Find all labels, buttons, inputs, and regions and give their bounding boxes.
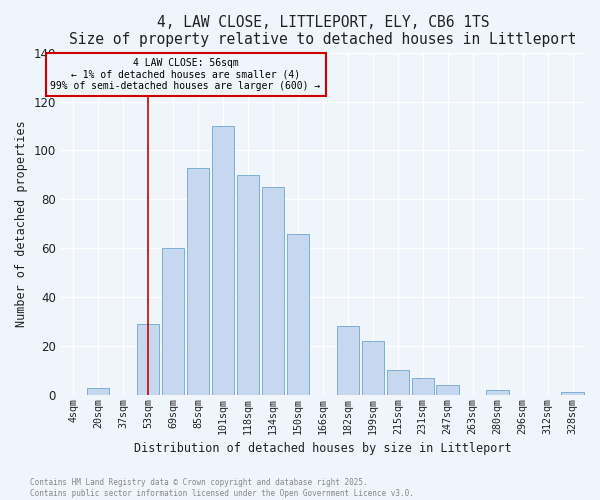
- Bar: [386, 370, 409, 395]
- X-axis label: Distribution of detached houses by size in Littleport: Distribution of detached houses by size …: [134, 442, 512, 455]
- Text: 4 LAW CLOSE: 56sqm
← 1% of detached houses are smaller (4)
99% of semi-detached : 4 LAW CLOSE: 56sqm ← 1% of detached hous…: [50, 58, 321, 91]
- Bar: [237, 175, 259, 395]
- Bar: [212, 126, 234, 395]
- Bar: [137, 324, 160, 395]
- Bar: [287, 234, 309, 395]
- Bar: [87, 388, 109, 395]
- Bar: [162, 248, 184, 395]
- Bar: [362, 341, 384, 395]
- Bar: [337, 326, 359, 395]
- Bar: [436, 385, 459, 395]
- Y-axis label: Number of detached properties: Number of detached properties: [15, 120, 28, 327]
- Bar: [487, 390, 509, 395]
- Title: 4, LAW CLOSE, LITTLEPORT, ELY, CB6 1TS
Size of property relative to detached hou: 4, LAW CLOSE, LITTLEPORT, ELY, CB6 1TS S…: [69, 15, 577, 48]
- Text: Contains HM Land Registry data © Crown copyright and database right 2025.
Contai: Contains HM Land Registry data © Crown c…: [30, 478, 414, 498]
- Bar: [187, 168, 209, 395]
- Bar: [561, 392, 584, 395]
- Bar: [262, 187, 284, 395]
- Bar: [412, 378, 434, 395]
